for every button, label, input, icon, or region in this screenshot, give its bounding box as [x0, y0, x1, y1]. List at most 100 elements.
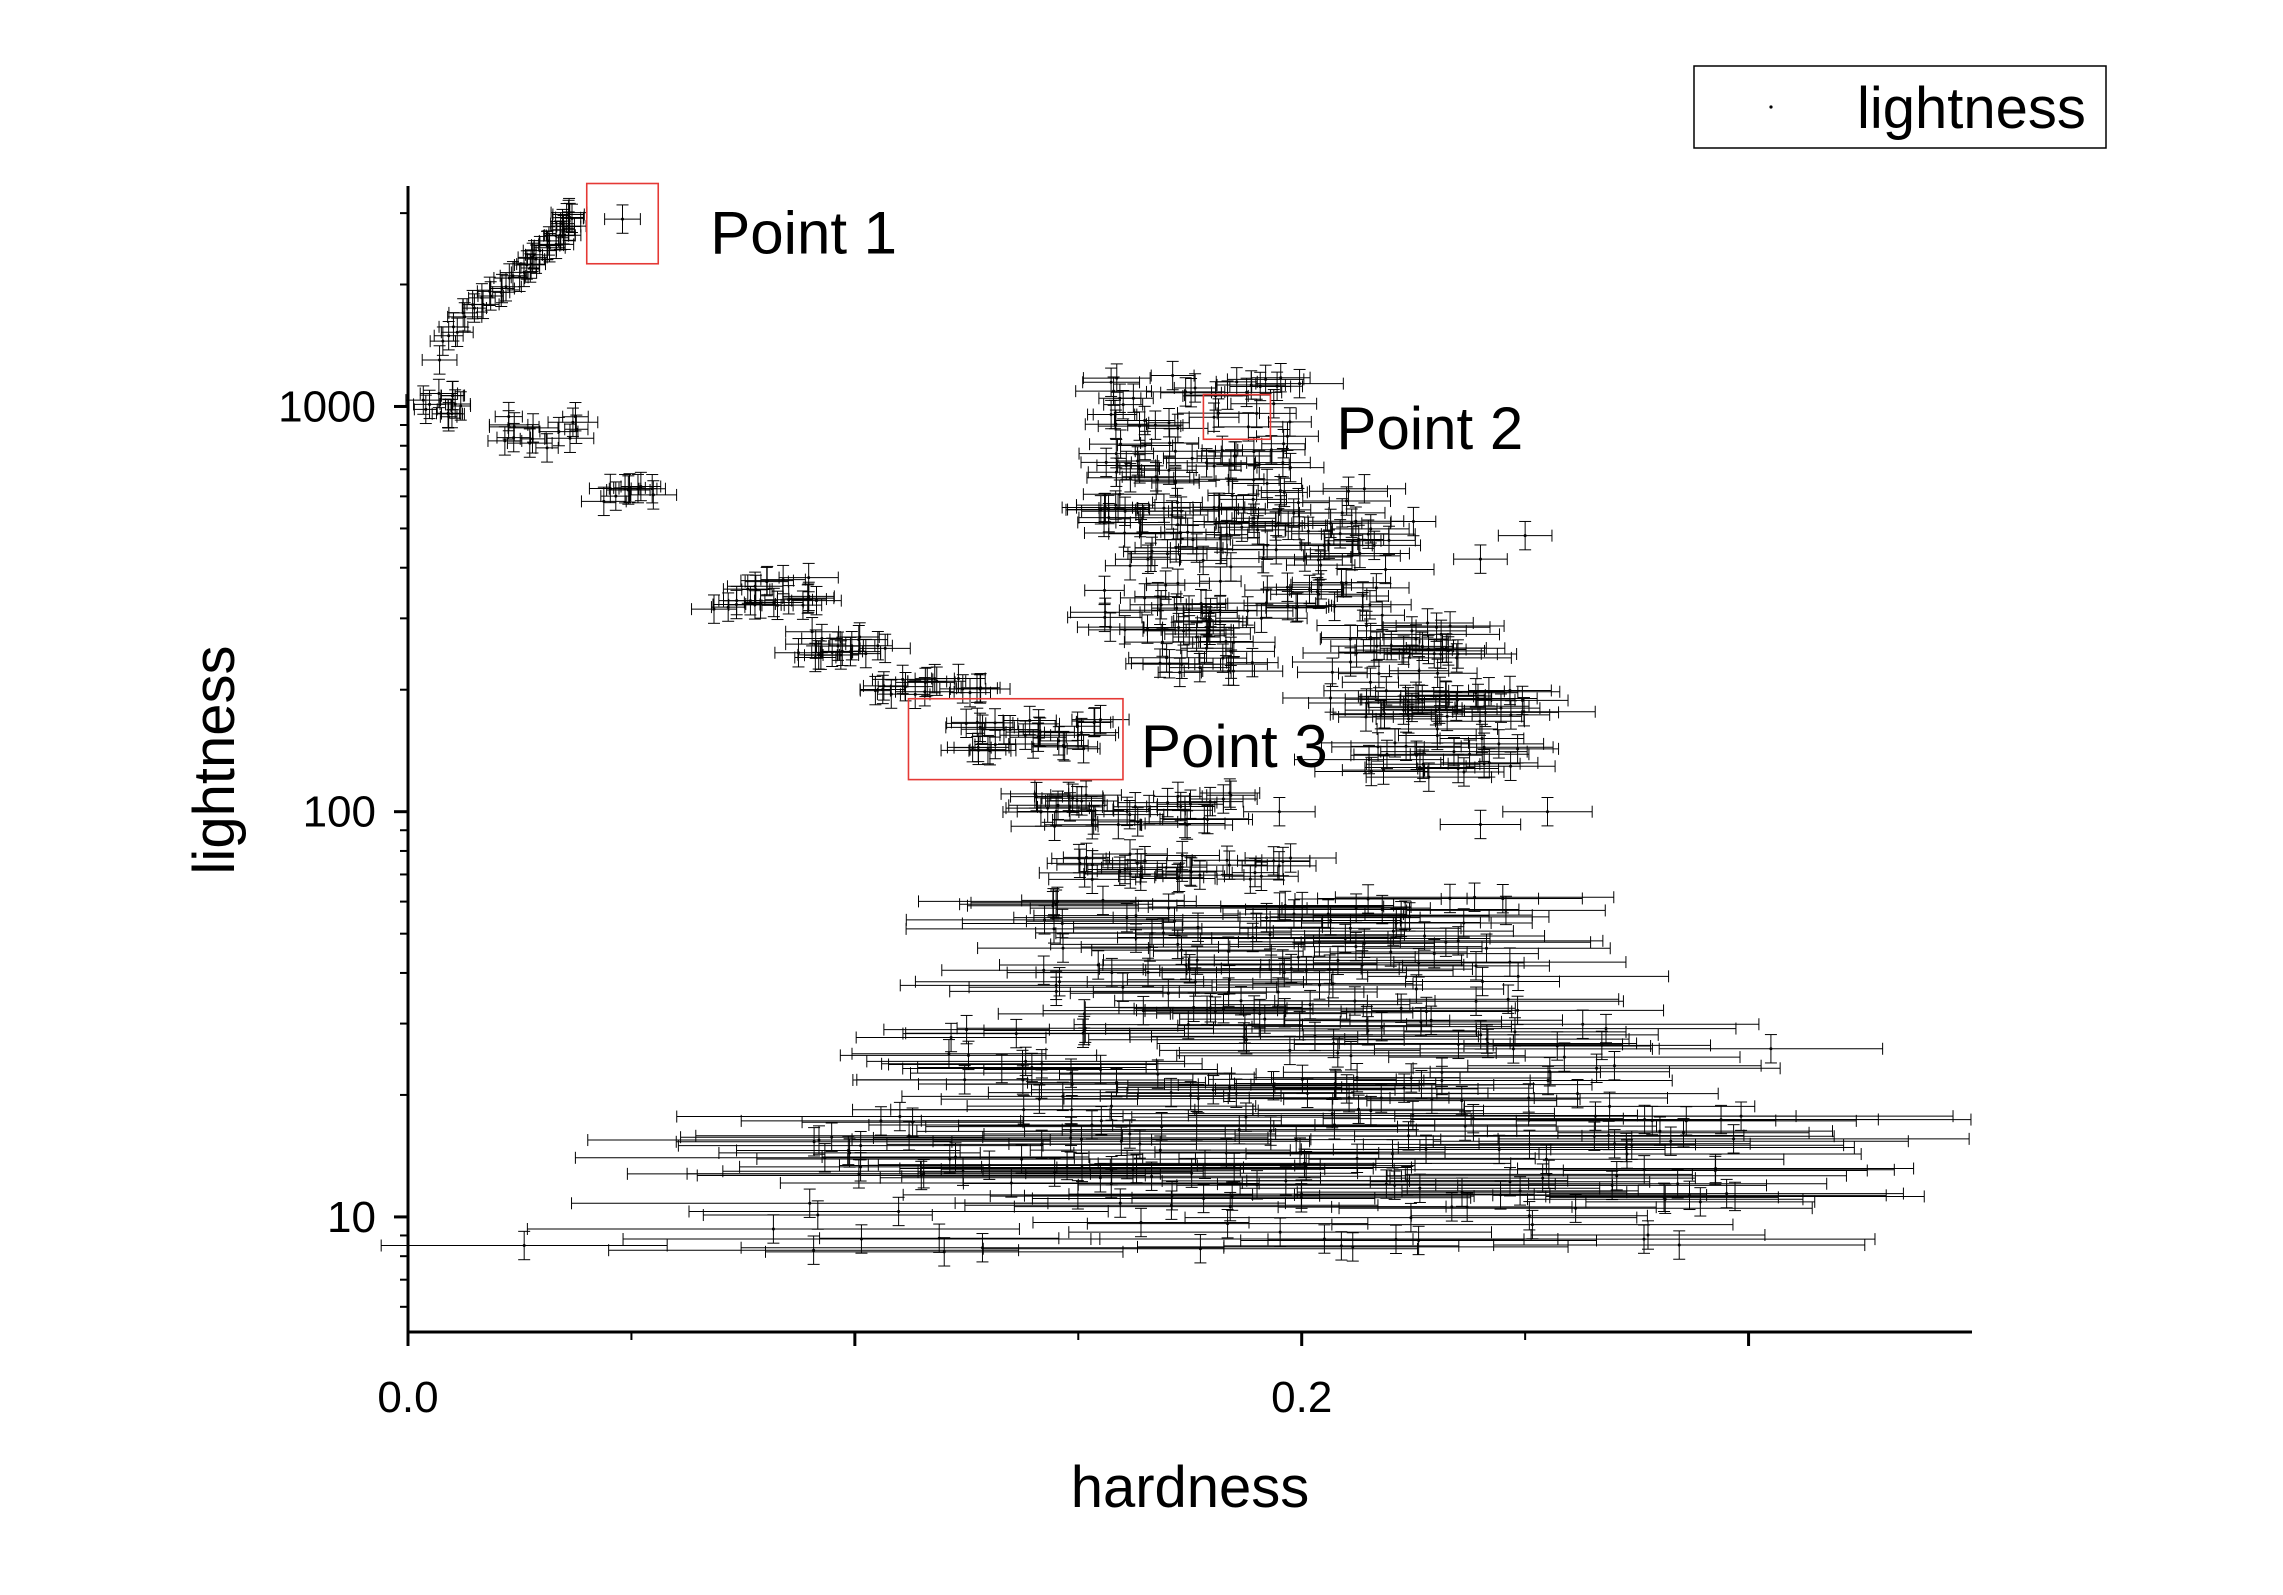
data-point	[608, 474, 642, 504]
point-marker	[1143, 596, 1147, 600]
data-point	[1383, 691, 1530, 721]
point-marker	[1134, 914, 1138, 918]
point-marker	[623, 487, 627, 491]
point-marker	[1265, 916, 1269, 920]
point-marker	[1381, 768, 1385, 772]
data-point	[466, 289, 500, 320]
point-marker	[1417, 961, 1421, 965]
data-point	[1146, 570, 1186, 600]
point-marker	[1480, 736, 1484, 740]
data-point	[788, 584, 827, 614]
data-point	[1201, 435, 1243, 466]
point-marker	[1432, 652, 1436, 656]
point-marker	[1319, 563, 1323, 567]
data-point	[1353, 739, 1421, 770]
point-marker	[1205, 461, 1209, 465]
data-point	[1282, 683, 1379, 713]
data-point	[785, 617, 840, 647]
data-point	[1223, 861, 1299, 891]
data-point	[1350, 740, 1483, 770]
point-marker	[796, 651, 800, 655]
data-point	[1156, 595, 1221, 625]
point-marker	[1426, 647, 1430, 651]
data-point	[1320, 622, 1421, 653]
data-point	[1382, 612, 1491, 642]
point-marker	[964, 721, 968, 725]
point-marker	[1407, 717, 1411, 721]
point-marker	[1351, 539, 1355, 543]
point-marker	[1205, 1008, 1209, 1012]
point-marker	[1143, 444, 1147, 448]
data-point	[1142, 649, 1222, 679]
point-marker	[1355, 651, 1359, 655]
data-point	[1008, 790, 1108, 820]
point-marker	[1225, 858, 1229, 862]
data-point	[580, 486, 627, 517]
point-marker	[1347, 489, 1351, 493]
data-point	[539, 416, 579, 447]
data-point	[1066, 734, 1101, 764]
point-marker	[1160, 640, 1164, 644]
point-marker	[1187, 608, 1191, 612]
point-marker	[1516, 1008, 1520, 1012]
data-point	[564, 414, 589, 444]
point-marker	[1158, 661, 1162, 665]
data-point	[1268, 407, 1312, 437]
point-marker	[1143, 419, 1147, 423]
point-marker	[1456, 939, 1460, 943]
data-point	[1075, 490, 1156, 520]
point-marker	[1128, 564, 1132, 568]
data-point	[1178, 545, 1228, 576]
data-point	[1394, 908, 1533, 938]
data-point	[1191, 845, 1263, 875]
data-point	[1198, 626, 1254, 657]
point-marker	[1198, 873, 1202, 877]
data-point	[1188, 402, 1240, 432]
point-marker	[1520, 698, 1524, 702]
point-marker	[1333, 604, 1337, 608]
data-point	[1147, 413, 1209, 444]
data-point	[1131, 542, 1171, 572]
point-marker	[1080, 731, 1084, 735]
point-marker	[1028, 718, 1032, 722]
point-marker	[1345, 499, 1349, 503]
data-point	[1176, 786, 1244, 817]
point-marker	[1445, 714, 1449, 718]
data-point	[774, 638, 823, 668]
point-marker	[1292, 912, 1296, 916]
point-marker	[1121, 403, 1125, 407]
data-point	[1200, 923, 1491, 954]
point-marker	[1257, 463, 1261, 467]
data-point	[1206, 780, 1256, 810]
point-marker	[1145, 627, 1149, 631]
point-marker	[1303, 555, 1307, 559]
point-marker	[1300, 905, 1304, 909]
point-marker	[1377, 672, 1381, 676]
point-marker	[1114, 503, 1118, 507]
point-marker	[1245, 390, 1249, 394]
point-marker	[1336, 958, 1340, 962]
data-point	[1216, 588, 1317, 618]
point-marker	[1474, 999, 1478, 1003]
point-marker	[1408, 915, 1412, 919]
point-marker	[1462, 921, 1466, 925]
data-point	[905, 914, 1203, 944]
point-marker	[1167, 468, 1171, 472]
point-marker	[1125, 916, 1129, 920]
data-point	[1150, 360, 1195, 391]
data-point	[1313, 926, 1604, 956]
point-marker	[1327, 542, 1331, 546]
point-marker	[1368, 603, 1372, 607]
data-point	[1476, 685, 1569, 716]
data-point	[1440, 748, 1539, 778]
point-marker	[472, 306, 476, 310]
data-point	[1095, 809, 1142, 840]
point-marker	[453, 402, 457, 406]
data-point	[1069, 978, 1267, 1008]
data-point	[1199, 566, 1242, 596]
data-point	[1297, 657, 1368, 687]
point-marker	[463, 315, 467, 319]
point-marker	[1116, 823, 1120, 827]
point-marker	[1380, 613, 1384, 617]
point-marker	[1366, 897, 1370, 901]
